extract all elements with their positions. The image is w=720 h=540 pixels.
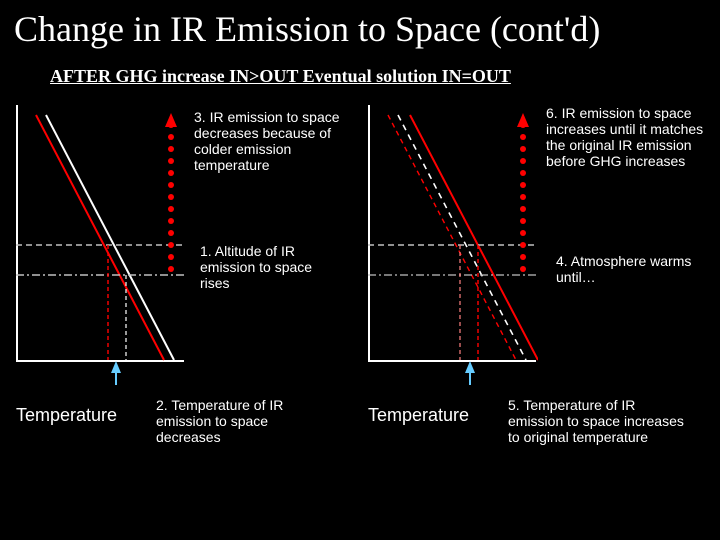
left-chart-svg bbox=[16, 105, 186, 385]
left-chart bbox=[16, 105, 186, 385]
left-ann-3: 3. IR emission to space decreases becaus… bbox=[194, 109, 354, 173]
left-ann-1: 1. Altitude of IR emission to space rise… bbox=[200, 243, 330, 291]
left-xlabel: Temperature bbox=[16, 405, 117, 426]
left-ann-2: 2. Temperature of IR emission to space d… bbox=[156, 397, 316, 445]
right-ann-5: 5. Temperature of IR emission to space i… bbox=[508, 397, 688, 445]
right-ann-6: 6. IR emission to space increases until … bbox=[546, 105, 706, 169]
right-xlabel: Temperature bbox=[368, 405, 469, 426]
slide-subtitle: AFTER GHG increase IN>OUT Eventual solut… bbox=[0, 54, 720, 87]
right-chart-svg bbox=[368, 105, 538, 385]
slide-title: Change in IR Emission to Space (cont'd) bbox=[0, 0, 720, 54]
right-panel: 6. IR emission to space increases until … bbox=[368, 105, 712, 385]
left-panel: 3. IR emission to space decreases becaus… bbox=[16, 105, 360, 385]
right-chart bbox=[368, 105, 538, 385]
panels-row: 3. IR emission to space decreases becaus… bbox=[0, 87, 720, 385]
right-ann-4: 4. Atmosphere warms until… bbox=[556, 253, 696, 285]
